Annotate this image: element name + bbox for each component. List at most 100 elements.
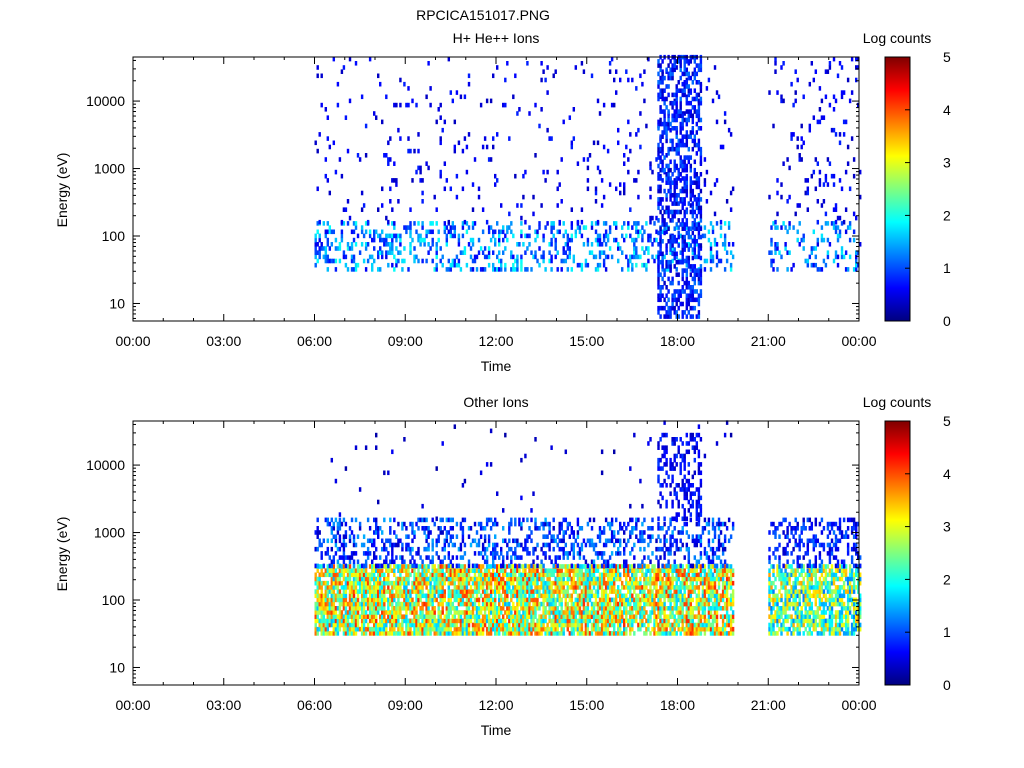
heatmap-cell [590, 564, 594, 569]
heatmap-cell [368, 572, 372, 578]
heatmap-cell [592, 601, 596, 607]
heatmap-cell [832, 225, 836, 230]
heatmap-cell [487, 622, 491, 628]
heatmap-cell [431, 564, 434, 569]
heatmap-cell [838, 140, 842, 146]
heatmap-cell [411, 98, 414, 104]
heatmap-cell [566, 572, 570, 578]
heatmap-cell [429, 589, 432, 594]
heatmap-cell [663, 268, 666, 273]
heatmap-cell [352, 576, 356, 582]
heatmap-cell [366, 242, 370, 247]
heatmap-cell [328, 606, 332, 611]
heatmap-cell [354, 580, 358, 586]
heatmap-cell [419, 585, 422, 590]
heatmap-cell [695, 585, 699, 590]
heatmap-cell [588, 589, 592, 594]
heatmap-cell [697, 597, 701, 603]
heatmap-cell [352, 626, 356, 632]
heatmap-cell [667, 276, 670, 282]
heatmap-cell [657, 255, 660, 261]
heatmap-cell [348, 98, 352, 104]
heatmap-cell [457, 618, 461, 624]
heatmap-cell [433, 618, 436, 624]
heatmap-cell [629, 207, 632, 212]
heatmap-cell [600, 626, 604, 632]
heatmap-cell [528, 585, 531, 590]
heatmap-cell [520, 576, 523, 582]
heatmap-cell [701, 593, 705, 599]
heatmap-cell [816, 119, 820, 125]
heatmap-cell [322, 610, 326, 615]
heatmap-cell [330, 614, 334, 619]
heatmap-cell [425, 610, 428, 615]
heatmap-cell [602, 622, 606, 628]
heatmap-cell [574, 618, 578, 624]
heatmap-cell [483, 572, 487, 578]
heatmap-cell [445, 225, 449, 230]
heatmap-cell [405, 585, 408, 590]
heatmap-cell [439, 585, 442, 590]
heatmap-cell [395, 593, 398, 599]
heatmap-cell [834, 203, 838, 208]
heatmap-cell [552, 631, 555, 636]
heatmap-cell [350, 246, 354, 251]
heatmap-cell [673, 234, 676, 240]
heatmap-cell [695, 197, 699, 202]
heatmap-cell [494, 631, 497, 636]
heatmap-cell [391, 568, 394, 573]
heatmap-cell [570, 610, 574, 615]
heatmap-cell [645, 246, 648, 251]
heatmap-cell [463, 94, 467, 100]
heatmap-cell [677, 243, 680, 248]
heatmap-cell [683, 201, 686, 206]
heatmap-cell [661, 251, 664, 257]
heatmap-cell [403, 597, 406, 603]
heatmap-cell [697, 126, 701, 131]
heatmap-cell [633, 589, 636, 594]
heatmap-cell [673, 305, 676, 311]
heatmap-cell [346, 631, 350, 636]
heatmap-cell [669, 127, 672, 133]
heatmap-cell [399, 622, 402, 628]
heatmap-cell [455, 606, 459, 611]
heatmap-cell [465, 229, 469, 235]
heatmap-cell [340, 233, 344, 239]
heatmap-cell [617, 140, 620, 146]
heatmap-cell [574, 233, 578, 239]
heatmap-cell [360, 242, 364, 247]
heatmap-cell [675, 126, 678, 131]
heatmap-cell [604, 614, 608, 619]
heatmap-cell [556, 572, 559, 578]
heatmap-cell [413, 572, 416, 578]
heatmap-cell [332, 576, 336, 582]
heatmap-cell [429, 246, 432, 251]
heatmap-cell [395, 178, 398, 183]
heatmap-cell [403, 585, 406, 590]
heatmap-cell [492, 589, 495, 594]
heatmap-cell [379, 601, 382, 607]
heatmap-cell [653, 564, 656, 569]
heatmap-cell [421, 614, 424, 619]
heatmap-cell [524, 580, 527, 586]
heatmap-cell [697, 184, 701, 190]
heatmap-cell [401, 568, 404, 573]
heatmap-cell [377, 233, 380, 239]
heatmap-cell [405, 576, 408, 582]
heatmap-cell [693, 250, 697, 255]
heatmap-cell [602, 221, 606, 226]
heatmap-cell [538, 246, 541, 251]
heatmap-cell [679, 589, 682, 594]
heatmap-cell [510, 229, 513, 235]
heatmap-cell [598, 601, 602, 607]
heatmap-cell [437, 576, 440, 582]
heatmap-cell [518, 589, 521, 594]
heatmap-cell [814, 254, 818, 260]
heatmap-cell [401, 614, 404, 619]
heatmap-cell [435, 572, 438, 578]
heatmap-cell [685, 301, 689, 307]
heatmap-cell [598, 585, 602, 590]
heatmap-cell [538, 593, 541, 599]
heatmap-cell [506, 626, 509, 632]
heatmap-cell [623, 161, 626, 166]
